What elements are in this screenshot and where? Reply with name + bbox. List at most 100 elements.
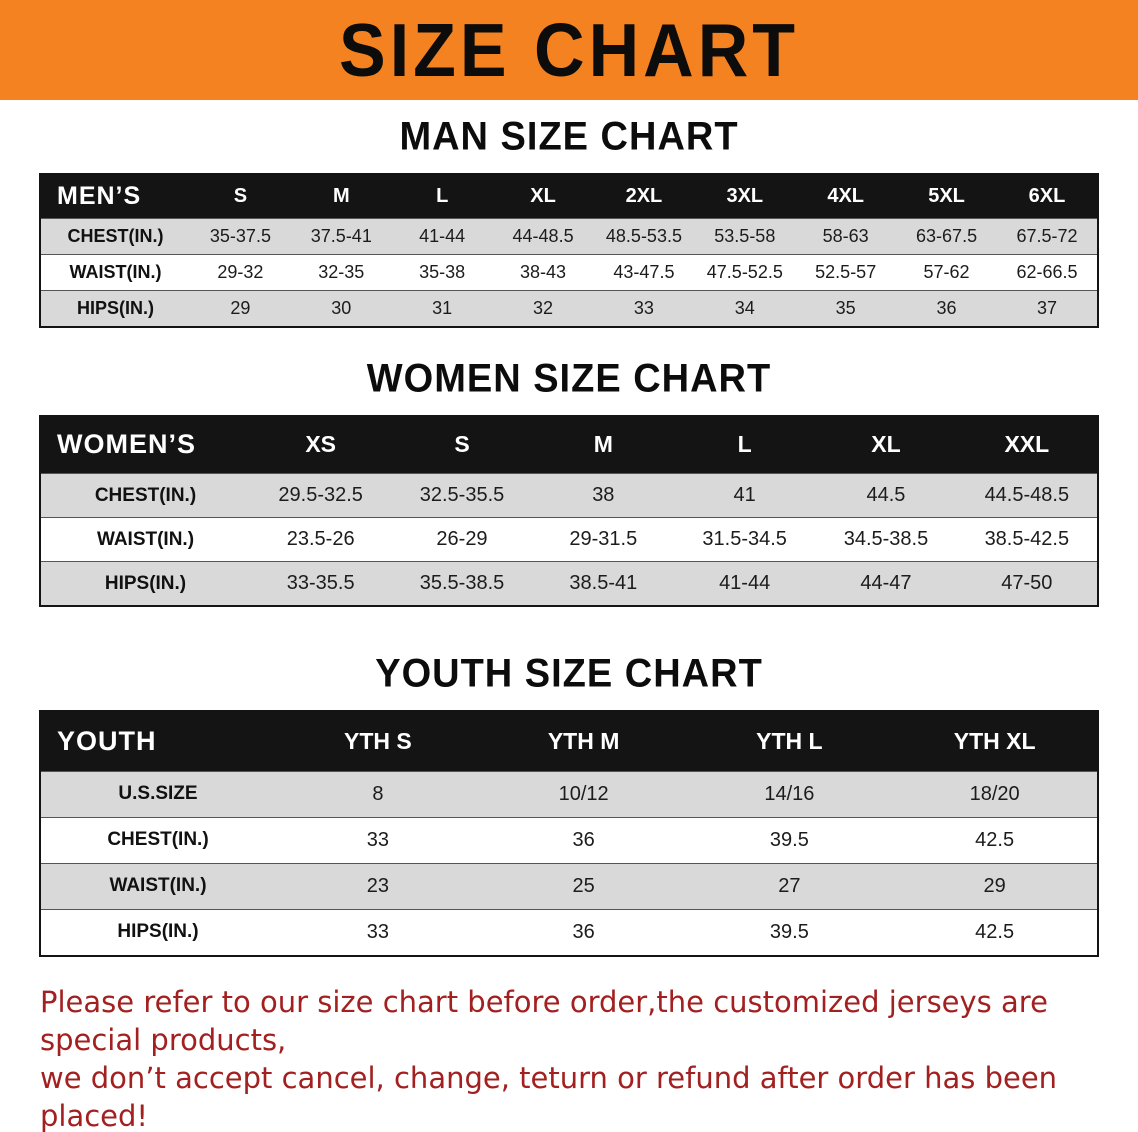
cell-value: 34.5-38.5 [815, 517, 957, 562]
cell-value: 35.5-38.5 [391, 561, 533, 606]
youth-section-heading: YOUTH SIZE CHART [375, 651, 763, 697]
cell-value: 47.5-52.5 [694, 253, 796, 290]
cell-value: 44-47 [815, 561, 957, 606]
column-header: L [391, 174, 493, 218]
cell-value: 43-47.5 [593, 253, 695, 290]
cell-value: 36 [480, 816, 687, 863]
cell-value: 32.5-35.5 [391, 473, 533, 518]
cell-value: 23 [275, 862, 481, 909]
column-header: XXL [956, 415, 1098, 474]
column-header: XL [815, 415, 957, 474]
row-label: CHEST(IN.) [40, 473, 250, 518]
cell-value: 47-50 [956, 561, 1098, 606]
column-header: S [391, 415, 533, 474]
cell-value: 27 [686, 862, 893, 909]
women-section-heading: WOMEN SIZE CHART [366, 356, 772, 401]
column-header: M [290, 174, 392, 218]
cell-value: 29-31.5 [532, 517, 674, 562]
cell-value: 44-48.5 [492, 217, 594, 254]
cell-value: 36 [480, 908, 687, 956]
cell-value: 58-63 [795, 217, 897, 254]
cell-value: 33 [593, 289, 695, 327]
cell-value: 14/16 [686, 770, 893, 817]
cell-value: 26-29 [391, 517, 533, 562]
row-label: HIPS(IN.) [40, 561, 250, 606]
cell-value: 38-43 [492, 253, 594, 290]
cell-value: 8 [275, 770, 481, 817]
row-label: WAIST(IN.) [40, 517, 250, 562]
cell-value: 10/12 [480, 770, 687, 817]
row-label: CHEST(IN.) [40, 217, 190, 254]
row-label: HIPS(IN.) [40, 908, 275, 956]
disclaimer-line-1: Please refer to our size chart before or… [40, 984, 1048, 1057]
column-header: 3XL [694, 174, 796, 218]
cell-value: 38.5-42.5 [956, 517, 1098, 562]
cell-value: 36 [896, 289, 997, 327]
table-row: CHEST(IN.) 29.5-32.5 32.5-35.5 38 41 44.5 44.5… [40, 473, 1098, 518]
column-header: 6XL [997, 174, 1098, 218]
row-label: HIPS(IN.) [40, 289, 190, 327]
cell-value: 35-38 [391, 253, 493, 290]
row-label: WAIST(IN.) [40, 862, 275, 909]
cell-value: 33 [275, 816, 481, 863]
disclaimer: Please refer to our size chart before or… [40, 983, 1120, 1132]
table-row: CHEST(IN.) 33 36 39.5 42.5 [40, 816, 1098, 863]
cell-value: 37 [997, 289, 1098, 327]
column-header: L [673, 415, 816, 474]
cell-value: 31.5-34.5 [673, 517, 816, 562]
table-row: HIPS(IN.) 29 30 31 32 33 34 35 36 37 [40, 289, 1098, 327]
page-title: SIZE CHART [339, 7, 799, 93]
banner: SIZE CHART [0, 0, 1138, 100]
table-corner-label: WOMEN’S [40, 415, 250, 474]
cell-value: 67.5-72 [997, 217, 1098, 254]
column-header: YTH XL [892, 711, 1098, 771]
cell-value: 30 [290, 289, 392, 327]
table-row: U.S.SIZE 8 10/12 14/16 18/20 [40, 770, 1098, 817]
column-header: M [532, 415, 674, 474]
table-corner-label: MEN’S [40, 174, 190, 218]
column-header: YTH S [275, 711, 481, 771]
cell-value: 42.5 [892, 908, 1098, 956]
cell-value: 44.5 [815, 473, 957, 518]
column-header: XS [250, 415, 392, 474]
cell-value: 57-62 [896, 253, 997, 290]
row-label: WAIST(IN.) [40, 253, 190, 290]
table-row: HIPS(IN.) 33 36 39.5 42.5 [40, 908, 1098, 956]
column-header: 2XL [593, 174, 695, 218]
row-label: U.S.SIZE [40, 770, 275, 817]
cell-value: 48.5-53.5 [593, 217, 695, 254]
table-corner-label: YOUTH [40, 711, 275, 771]
cell-value: 38.5-41 [532, 561, 674, 606]
column-header: 5XL [896, 174, 997, 218]
cell-value: 42.5 [892, 816, 1098, 863]
table-row: WAIST(IN.) 23.5-26 26-29 29-31.5 31.5-34.5 34… [40, 517, 1098, 562]
cell-value: 62-66.5 [997, 253, 1098, 290]
cell-value: 33-35.5 [250, 561, 392, 606]
cell-value: 29 [892, 862, 1098, 909]
men-size-section: MAN SIZE CHART MEN’S S M L XL 2XL 3XL 4XL 5XL 6XL… [0, 115, 1138, 328]
youth-size-section: YOUTH SIZE CHART YOUTH YTH S YTH M YTH L YTH… [0, 651, 1138, 957]
column-header: YTH L [686, 711, 893, 771]
cell-value: 18/20 [892, 770, 1098, 817]
cell-value: 29 [190, 289, 291, 327]
table-row: CHEST(IN.) 35-37.5 37.5-41 41-44 44-48.5 48.5… [40, 217, 1098, 254]
cell-value: 31 [391, 289, 493, 327]
cell-value: 53.5-58 [694, 217, 796, 254]
column-header: XL [492, 174, 594, 218]
cell-value: 38 [532, 473, 674, 518]
cell-value: 52.5-57 [795, 253, 897, 290]
disclaimer-line-2: we don’t accept cancel, change, teturn o… [40, 1061, 1058, 1132]
men-size-table: MEN’S S M L XL 2XL 3XL 4XL 5XL 6XL CHEST(IN.) 35-37… [39, 173, 1099, 328]
cell-value: 39.5 [686, 908, 893, 956]
cell-value: 41-44 [391, 217, 493, 254]
cell-value: 35 [795, 289, 897, 327]
cell-value: 23.5-26 [250, 517, 392, 562]
cell-value: 41-44 [673, 561, 816, 606]
cell-value: 41 [673, 473, 816, 518]
column-header: S [190, 174, 291, 218]
cell-value: 39.5 [686, 816, 893, 863]
table-row: HIPS(IN.) 33-35.5 35.5-38.5 38.5-41 41-44 44-… [40, 561, 1098, 606]
cell-value: 44.5-48.5 [956, 473, 1098, 518]
cell-value: 32-35 [290, 253, 392, 290]
